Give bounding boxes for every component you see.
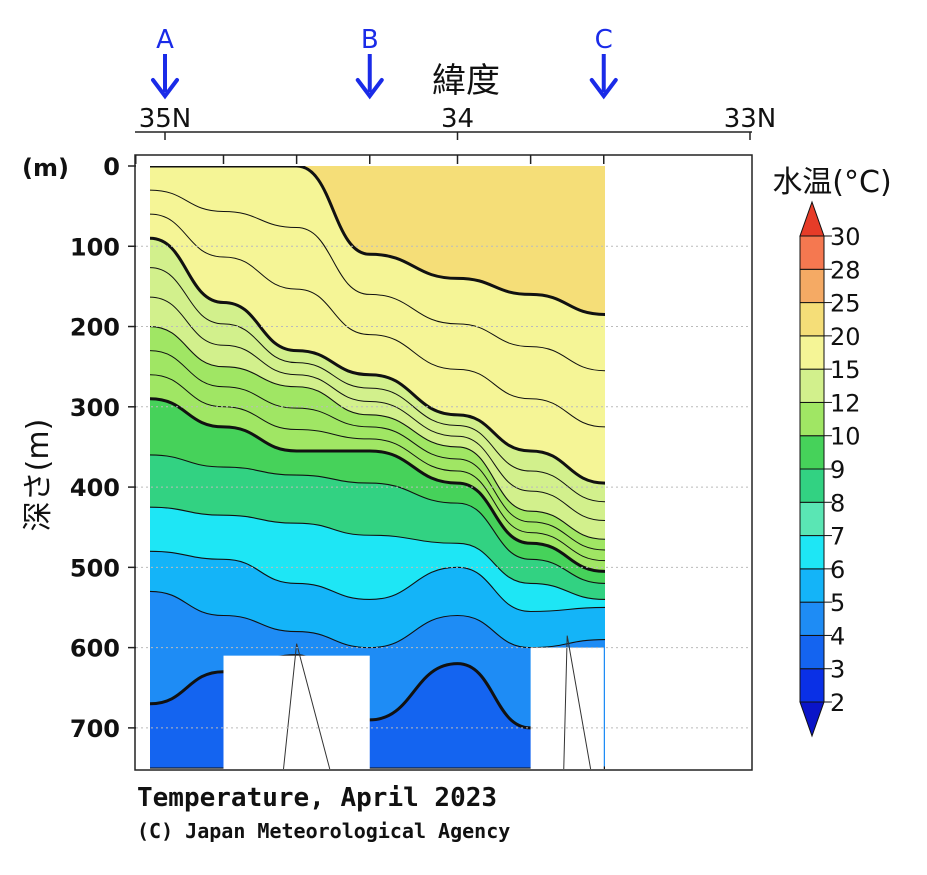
- seafloor-outline: [563, 635, 592, 770]
- marker-label-b: B: [361, 25, 379, 55]
- isotherm-line: [150, 267, 605, 503]
- colorbar-swatch: [799, 302, 825, 337]
- colorbar-label: 2: [830, 689, 845, 717]
- isotherm-line: [150, 590, 605, 649]
- seafloor-gap-layer: [223, 156, 751, 770]
- contour-line-layer: [150, 166, 605, 769]
- colorbar-swatch: [799, 435, 825, 470]
- colorbar-swatch: [799, 235, 825, 270]
- y-axis-title: 深さ(m): [21, 419, 56, 532]
- colorbar-swatch: [799, 668, 825, 703]
- colorbar-swatch: [799, 601, 825, 636]
- colorbar-label: 20: [830, 323, 861, 351]
- colorbar: 2 3 4 5 6 7 8 9 10 12 15 20 25 28 30: [799, 200, 861, 738]
- chart-credit: (C) Japan Meteorological Agency: [137, 819, 510, 843]
- marker-arrowhead-c: [589, 78, 618, 100]
- colorbar-swatch: [799, 335, 825, 370]
- depth-tick-label: 300: [70, 394, 120, 422]
- colorbar-swatch: [799, 368, 825, 403]
- latitude-tick-label: 34: [441, 104, 474, 134]
- depth-tick-label: 500: [70, 554, 120, 582]
- colorbar-label: 7: [830, 523, 845, 551]
- colorbar-label: 12: [830, 389, 861, 417]
- depth-tick-label: 0: [103, 153, 120, 181]
- colorbar-swatch: [799, 535, 825, 570]
- depth-tick-label: 600: [70, 635, 120, 663]
- isotherm-line: [150, 213, 605, 428]
- colorbar-swatch: [799, 501, 825, 537]
- station-ticks: [135, 155, 605, 164]
- marker-label-c: C: [595, 25, 613, 55]
- colorbar-title: 水温(°C): [772, 165, 891, 200]
- colorbar-swatch: [799, 634, 825, 670]
- colorbar-label: 4: [830, 622, 845, 650]
- depth-axis: 0 100 200 300 400 500 600 700: [70, 153, 136, 743]
- isotherm-line: [150, 454, 605, 584]
- latitude-tick-label: 35N: [139, 104, 192, 134]
- colorbar-label: 5: [830, 589, 845, 617]
- colorbar-label: 28: [830, 256, 861, 284]
- colorbar-label: 10: [830, 423, 861, 451]
- colorbar-label: 3: [830, 656, 845, 684]
- depth-tick-label: 100: [70, 233, 120, 261]
- plot-frame: [134, 154, 753, 771]
- depth-tick-label: 700: [70, 715, 120, 743]
- marker-label-a: A: [156, 25, 174, 55]
- seafloor-gap: [530, 647, 604, 769]
- marker-arrowhead-b: [355, 78, 384, 100]
- colorbar-label: 25: [830, 290, 861, 318]
- colorbar-swatch: [799, 468, 825, 503]
- seafloor-outline: [283, 643, 331, 770]
- depth-tick-label: 400: [70, 474, 120, 502]
- depth-tick-label: 200: [70, 314, 120, 342]
- isotherm-line: [150, 236, 605, 485]
- colorbar-arrow-low: [799, 701, 825, 738]
- colorbar-label: 9: [830, 456, 845, 484]
- colorbar-label: 8: [830, 489, 845, 517]
- x-axis-title: 緯度: [432, 61, 500, 101]
- isotherm-line: [150, 166, 605, 316]
- isotherm-line: [150, 550, 605, 613]
- isotherm-line: [150, 397, 605, 573]
- colorbar-swatch: [799, 568, 825, 603]
- colorbar-swatch: [799, 268, 825, 304]
- isotherm-line: [150, 374, 605, 562]
- isotherm-line: [150, 325, 605, 540]
- colorbar-label: 30: [830, 223, 861, 251]
- latitude-tick-label: 33N: [724, 104, 777, 134]
- colorbar-arrow-high: [799, 200, 825, 237]
- isotherm-line: [150, 350, 605, 551]
- seafloor-gap: [223, 655, 370, 769]
- marker-arrowhead-a: [151, 78, 179, 100]
- isotherm-line: [150, 189, 605, 372]
- chart-title: Temperature, April 2023: [137, 783, 497, 813]
- latitude-axis: 35N 34 33N: [135, 104, 776, 140]
- colorbar-swatch: [799, 401, 825, 437]
- isotherm-line: [150, 506, 605, 601]
- isotherm-line: [150, 296, 605, 522]
- no-data-area: [605, 156, 751, 769]
- colorbar-label: 15: [830, 356, 861, 384]
- y-axis-unit: (m): [22, 154, 69, 182]
- colorbar-label: 6: [830, 556, 845, 584]
- station-markers: A B C: [151, 25, 618, 100]
